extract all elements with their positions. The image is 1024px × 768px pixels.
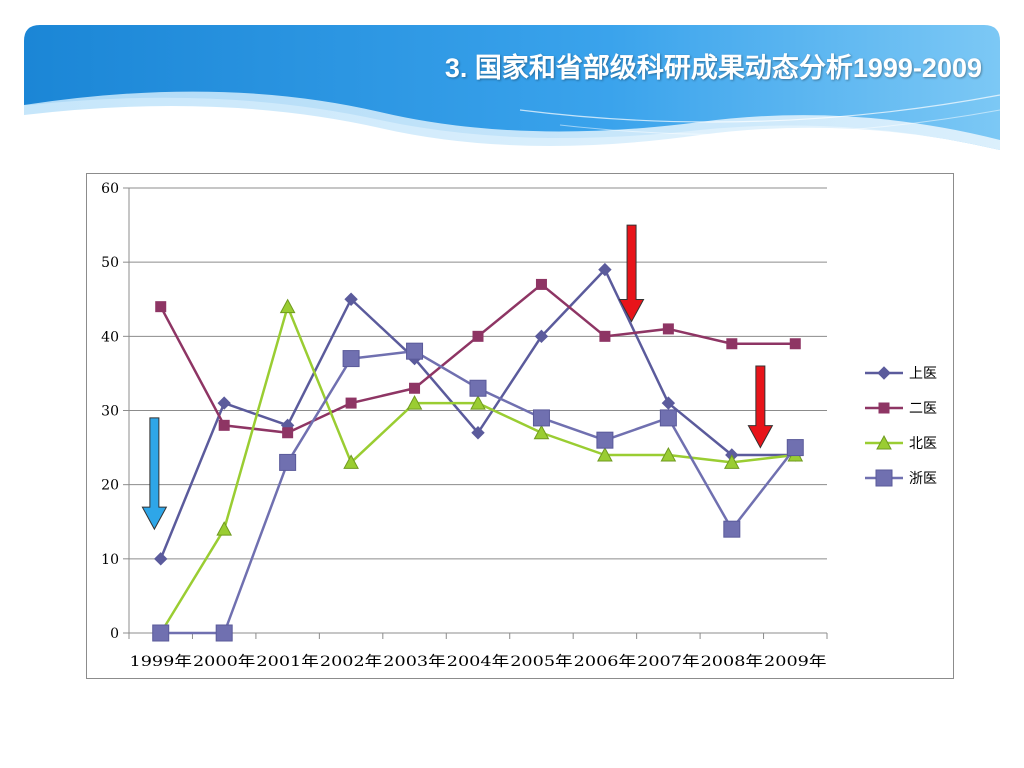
data-point-s3 [596, 431, 614, 449]
data-point-s0 [471, 426, 485, 440]
data-point-s2 [533, 424, 550, 440]
data-point-s0 [598, 262, 612, 277]
y-tick-label: 30 [101, 404, 119, 420]
data-point-s3 [342, 350, 360, 368]
data-point-s1 [155, 301, 167, 313]
data-point-s1 [726, 338, 738, 350]
annotation-arrow-2 [747, 365, 774, 449]
legend-marker [877, 366, 891, 380]
data-point-s1 [662, 323, 674, 335]
legend-label: 二医 [909, 401, 937, 417]
x-tick-label: 2003年 [383, 654, 445, 670]
series-line-2 [159, 305, 796, 634]
data-point-s2 [470, 395, 486, 410]
y-tick-label: 20 [101, 478, 119, 494]
data-point-s0 [154, 552, 168, 566]
x-tick-label: 2007年 [637, 654, 699, 670]
x-tick-label: 1999年 [130, 654, 192, 670]
data-point-s3 [532, 409, 550, 427]
y-tick-label: 50 [101, 255, 119, 271]
data-point-s2 [343, 454, 359, 469]
y-tick-label: 10 [101, 552, 119, 568]
chart-frame: 0 10 20 30 40 50 60 1999年 2000年 2001年 2002年 2003年 20… [86, 173, 954, 679]
x-tick-label: 2009年 [764, 654, 826, 670]
legend-label: 浙医 [909, 471, 937, 487]
data-point-s3 [659, 409, 677, 427]
data-point-s3 [152, 624, 170, 642]
data-point-s3 [279, 453, 297, 471]
slide-title: 3. 国家和省部级科研成果动态分析1999-2009 [444, 53, 982, 83]
x-tick-label: 2005年 [510, 654, 572, 670]
data-point-s1 [218, 419, 230, 431]
data-point-s3 [786, 439, 804, 457]
x-tick-label: 2008年 [701, 654, 763, 670]
x-tick-label: 2004年 [447, 654, 509, 670]
x-tick-label: 2006年 [574, 654, 636, 670]
data-point-s2 [216, 521, 233, 536]
data-point-s0 [344, 292, 358, 306]
legend-label: 上医 [909, 366, 937, 382]
data-point-s0 [217, 396, 231, 410]
data-point-s2 [597, 446, 613, 462]
data-point-s2 [279, 298, 296, 314]
data-point-s3 [406, 342, 424, 360]
data-point-s0 [534, 329, 549, 344]
data-point-s1 [599, 330, 611, 342]
data-point-s1 [472, 330, 484, 342]
legend-marker [878, 402, 890, 414]
data-point-s2 [660, 446, 677, 462]
legend-marker [875, 469, 893, 487]
y-tick-label: 0 [110, 626, 119, 642]
legend-label: 北医 [909, 436, 937, 452]
data-point-s1 [789, 338, 801, 350]
x-tick-label: 2000年 [193, 654, 255, 670]
data-point-s1 [345, 397, 357, 409]
x-tick-label: 2002年 [320, 654, 382, 670]
data-point-s2 [406, 395, 423, 410]
data-point-s2 [723, 454, 740, 469]
annotation-arrow-0 [141, 417, 168, 531]
data-point-s1 [535, 278, 547, 290]
data-point-s1 [409, 382, 421, 394]
y-tick-label: 40 [101, 329, 119, 345]
data-point-s3 [215, 624, 233, 642]
data-point-s3 [469, 379, 487, 397]
x-tick-label: 2001年 [256, 654, 318, 670]
header-banner [24, 25, 1001, 150]
annotation-arrow-1 [618, 224, 645, 323]
legend-marker [876, 434, 892, 450]
data-point-s3 [723, 520, 741, 538]
data-point-s0 [661, 396, 676, 410]
y-tick-label: 60 [101, 181, 119, 197]
data-point-s1 [282, 427, 294, 439]
